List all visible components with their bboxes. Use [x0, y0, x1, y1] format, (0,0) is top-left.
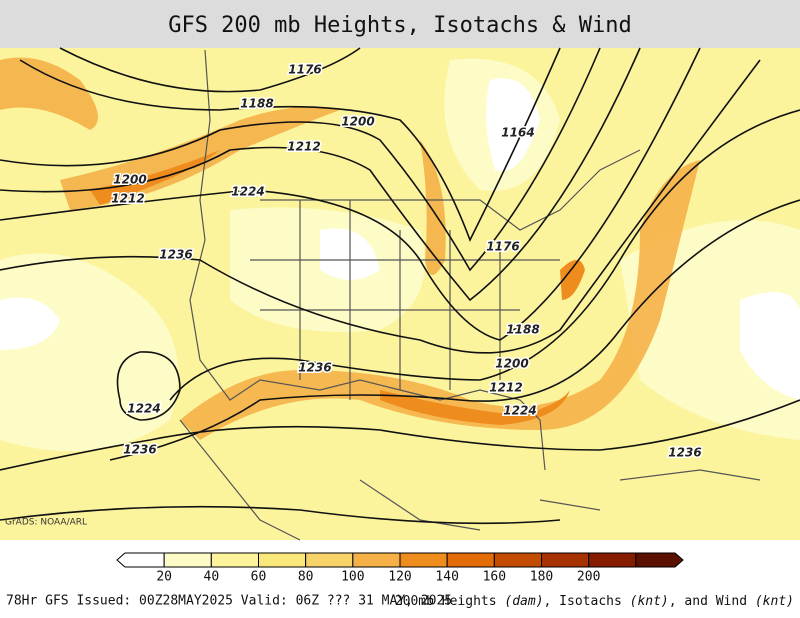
contour-label: 1200 — [113, 173, 146, 187]
colorbar-segment — [446, 552, 495, 568]
footer-part: (knt) — [630, 594, 669, 609]
contour-label: 1212 — [111, 192, 144, 206]
footer-right: 200mb Heights (dam), Isotachs (knt), and… — [395, 594, 794, 609]
contours — [0, 47, 800, 525]
contour-label: 1212 — [287, 140, 320, 154]
jet-cores — [90, 150, 585, 425]
colorbar-segment — [635, 552, 684, 568]
footer-part: (dam) — [504, 594, 543, 609]
colorbar: 20 40 60 80 100 120 140 160 180 200 — [116, 552, 684, 585]
colorbar-label: 60 — [251, 570, 267, 585]
colorbar-label: 200 — [577, 570, 600, 585]
white-areas — [0, 78, 800, 400]
colorbar-segment — [399, 552, 448, 568]
colorbar-label: 80 — [298, 570, 314, 585]
colorbar-segment — [163, 552, 212, 568]
borders — [179, 49, 761, 541]
colorbar-label: 120 — [388, 570, 411, 585]
colorbar-label: 20 — [156, 570, 172, 585]
contour-label: 1188 — [506, 323, 539, 337]
contour-label: 1236 — [159, 248, 192, 262]
map: 1176 1188 1200 1164 1212 1200 1212 1224 … — [0, 47, 800, 541]
footer-part: 200mb Heights — [395, 594, 505, 609]
contour-label: 1200 — [495, 357, 528, 371]
colorbar-label: 180 — [530, 570, 553, 585]
contour-label: 1224 — [503, 404, 536, 418]
colorbar-segment — [588, 552, 637, 568]
footer-part: , Isotachs — [544, 594, 630, 609]
footer-part: , and Wind — [669, 594, 755, 609]
colorbar-segment — [541, 552, 590, 568]
colorbar-label: 140 — [435, 570, 458, 585]
footer-part: (knt) — [755, 594, 794, 609]
colorbar-label: 40 — [204, 570, 220, 585]
contour-label: 1188 — [240, 97, 273, 111]
contour-label: 1176 — [486, 240, 519, 254]
colorbar-segment — [258, 552, 307, 568]
contour-label: 1236 — [668, 446, 701, 460]
colorbar-segment — [493, 552, 542, 568]
contour-label: 1200 — [341, 115, 374, 129]
contour-label: 1236 — [298, 361, 331, 375]
contour-label: 1164 — [501, 126, 534, 140]
contour-label: 1236 — [123, 443, 156, 457]
colorbar-segment — [305, 552, 354, 568]
colorbar-segment — [352, 552, 401, 568]
contour-label: 1224 — [127, 402, 160, 416]
title-bar — [0, 0, 800, 48]
footer-left: 78Hr GFS Issued: 00Z28MAY2025 Valid: 06Z… — [6, 594, 452, 609]
colorbar-segment — [210, 552, 259, 568]
colorbar-label: 160 — [483, 570, 506, 585]
colorbar-label: 100 — [341, 570, 364, 585]
colorbar-segment — [116, 552, 165, 568]
contour-labels: 1176 1188 1200 1164 1212 1200 1212 1224 … — [110, 61, 703, 461]
title: GFS 200 mb Heights, Isotachs & Wind — [168, 13, 632, 38]
contour-label: 1224 — [231, 185, 264, 199]
credit: GrADS: NOAA/ARL — [5, 518, 87, 528]
contour-label: 1212 — [489, 381, 522, 395]
contour-label: 1176 — [288, 63, 321, 77]
